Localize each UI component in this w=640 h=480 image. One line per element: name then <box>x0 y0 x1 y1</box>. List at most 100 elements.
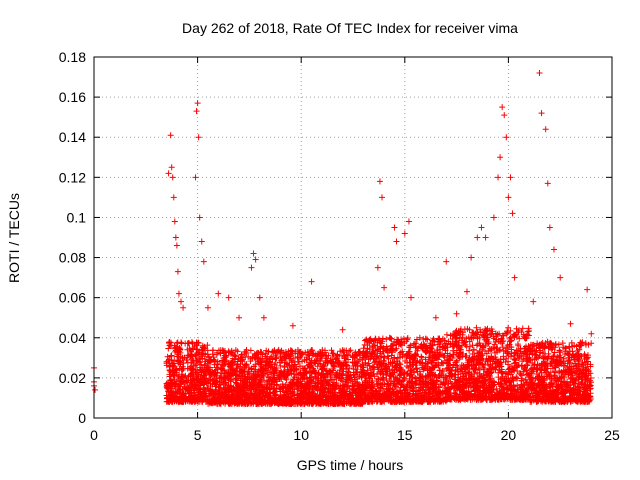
data-point <box>226 363 233 370</box>
data-point <box>188 339 195 346</box>
chart-title: Day 262 of 2018, Rate Of TEC Index for r… <box>182 20 518 36</box>
data-point <box>267 383 274 390</box>
data-point <box>237 377 244 384</box>
data-points <box>91 70 595 407</box>
data-point <box>164 353 171 360</box>
data-point <box>255 369 262 376</box>
data-point <box>204 384 211 391</box>
data-point <box>247 347 254 354</box>
data-point <box>387 334 394 341</box>
data-point <box>187 363 194 370</box>
data-point <box>204 347 211 354</box>
data-point <box>270 376 277 383</box>
data-point <box>170 362 177 369</box>
data-point <box>470 347 477 354</box>
data-point <box>178 339 185 346</box>
data-point <box>209 368 216 375</box>
data-point <box>263 384 270 391</box>
data-point <box>179 355 186 362</box>
data-point <box>251 391 258 398</box>
data-point <box>265 348 272 355</box>
data-point <box>555 341 562 348</box>
data-point <box>173 369 180 376</box>
data-point <box>190 360 197 367</box>
data-point <box>234 362 241 369</box>
data-point <box>246 398 253 405</box>
data-point <box>259 366 266 373</box>
data-point <box>167 387 174 394</box>
data-point <box>190 391 197 398</box>
data-point <box>167 353 174 360</box>
data-point <box>209 395 216 402</box>
data-point <box>255 396 262 403</box>
data-point <box>252 371 259 378</box>
data-point <box>266 369 273 376</box>
data-point <box>219 347 226 354</box>
data-point <box>170 390 177 397</box>
data-point <box>176 358 183 365</box>
data-point <box>176 348 183 355</box>
data-point <box>201 343 208 350</box>
data-point <box>205 380 212 387</box>
data-point <box>253 350 260 357</box>
data-point <box>175 388 182 395</box>
data-point <box>191 382 198 389</box>
data-point <box>171 363 178 370</box>
data-point <box>177 357 184 364</box>
data-point <box>229 350 236 357</box>
data-point <box>264 358 271 365</box>
data-point <box>196 396 203 403</box>
data-point <box>232 347 239 354</box>
data-point <box>195 339 202 346</box>
data-point <box>199 393 206 400</box>
data-point <box>222 354 229 361</box>
data-point <box>225 382 232 389</box>
data-point <box>182 372 189 379</box>
data-point <box>194 346 201 353</box>
data-point <box>222 384 229 391</box>
data-point <box>190 375 197 382</box>
data-point <box>184 365 191 372</box>
data-point <box>167 377 174 384</box>
data-point <box>240 392 247 399</box>
data-point <box>260 373 267 380</box>
data-point <box>238 352 245 359</box>
data-point <box>166 396 173 403</box>
data-point <box>206 388 213 395</box>
data-point <box>233 394 240 401</box>
data-point <box>232 371 239 378</box>
data-point <box>245 374 252 381</box>
data-point <box>214 349 221 356</box>
data-point <box>206 357 213 364</box>
data-point <box>167 369 174 376</box>
data-point <box>249 383 256 390</box>
data-point <box>214 391 221 398</box>
data-point <box>191 381 198 388</box>
data-point <box>197 386 204 393</box>
data-point <box>207 376 214 383</box>
data-point <box>195 385 202 392</box>
data-point <box>258 371 265 378</box>
data-point <box>200 366 207 373</box>
data-point <box>221 358 228 365</box>
data-point <box>168 398 175 405</box>
data-point <box>259 389 266 396</box>
data-point <box>249 372 256 379</box>
data-point <box>185 386 192 393</box>
data-point <box>246 379 253 386</box>
data-point <box>195 349 202 356</box>
data-point <box>258 359 265 366</box>
data-point <box>217 381 224 388</box>
data-point <box>218 388 225 395</box>
data-point <box>167 382 174 389</box>
data-point <box>239 356 246 363</box>
data-point <box>163 392 170 399</box>
data-point <box>517 371 524 378</box>
data-point <box>232 356 239 363</box>
data-point <box>180 390 187 397</box>
data-point <box>183 377 190 384</box>
data-point <box>220 376 227 383</box>
data-point <box>207 356 214 363</box>
data-point <box>272 360 279 367</box>
data-point <box>192 369 199 376</box>
